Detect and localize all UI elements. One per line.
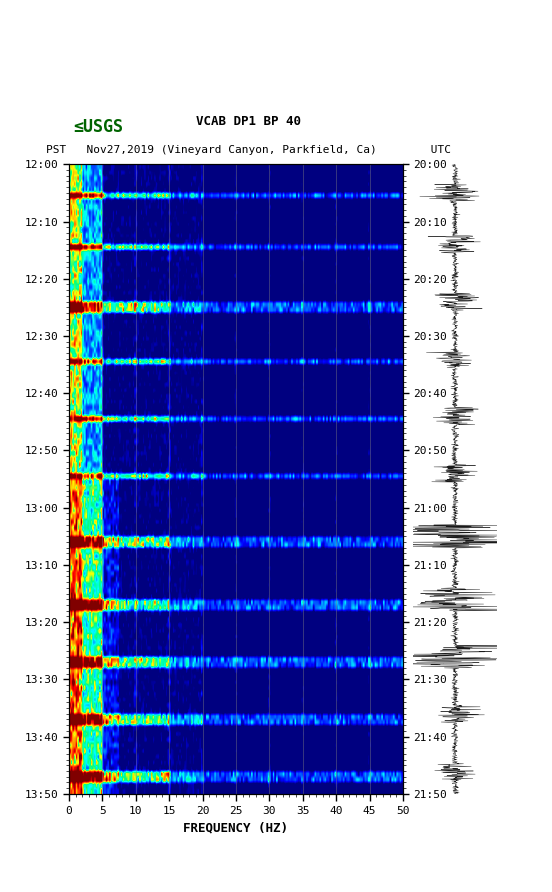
- X-axis label: FREQUENCY (HZ): FREQUENCY (HZ): [183, 822, 289, 834]
- Text: ≤USGS: ≤USGS: [73, 119, 123, 136]
- Text: VCAB DP1 BP 40: VCAB DP1 BP 40: [196, 115, 301, 128]
- Text: PST   Nov27,2019 (Vineyard Canyon, Parkfield, Ca)        UTC: PST Nov27,2019 (Vineyard Canyon, Parkfie…: [46, 145, 451, 155]
